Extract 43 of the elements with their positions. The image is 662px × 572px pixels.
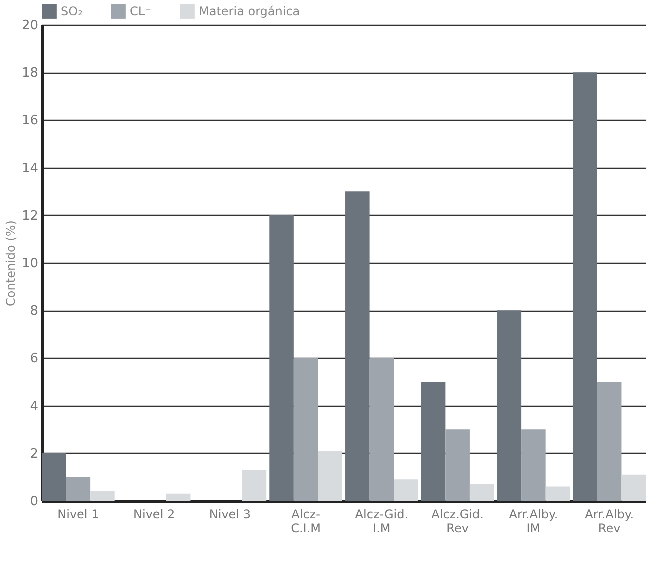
- x-tick-label: Alcz.Gid. Rev: [432, 508, 484, 536]
- x-tick-label: Nivel 3: [209, 508, 251, 522]
- bar: [346, 192, 370, 501]
- bar: [318, 451, 342, 501]
- y-tick-label: 4: [30, 399, 38, 414]
- bar: [66, 477, 91, 501]
- bar: [242, 470, 267, 501]
- bar: [270, 215, 294, 501]
- bar: [394, 480, 418, 501]
- y-tick-label: 14: [22, 161, 38, 176]
- x-tick-label: Alcz-Gid. I.M: [355, 508, 409, 536]
- bar: [470, 484, 494, 501]
- bar: [294, 358, 318, 501]
- x-tick-label: Arr.Alby. Rev: [585, 508, 634, 536]
- bar: [421, 382, 446, 501]
- bar: [597, 382, 622, 501]
- x-tick-label: Arr.Alby. IM: [509, 508, 558, 536]
- y-tick-label: 12: [22, 208, 38, 224]
- bar: [546, 486, 570, 501]
- bar: [166, 494, 191, 501]
- bar: [573, 72, 598, 501]
- y-tick-label: 2: [30, 446, 38, 462]
- y-axis-title: Contenido (%): [4, 220, 18, 306]
- legend-label: CL⁻: [130, 4, 152, 19]
- bar: [370, 358, 394, 501]
- y-tick-label: 10: [22, 256, 38, 272]
- y-tick-label: 20: [22, 18, 38, 34]
- bar: [522, 430, 546, 501]
- legend-label: Materia orgánica: [199, 4, 300, 19]
- y-tick-label: 6: [30, 352, 38, 367]
- y-tick-label: 18: [22, 66, 38, 82]
- x-tick-label: Alcz-C.I.M: [291, 508, 322, 536]
- bar: [622, 474, 646, 501]
- bar: [446, 430, 470, 501]
- y-tick-label: 0: [30, 494, 38, 510]
- legend-label: SO₂: [61, 4, 84, 19]
- x-tick-label: Nivel 2: [134, 508, 176, 522]
- y-tick-label: 16: [22, 114, 38, 129]
- bar: [42, 453, 66, 501]
- bar: [90, 491, 115, 501]
- y-tick-label: 8: [30, 304, 38, 320]
- x-tick-label: Nivel 1: [58, 508, 100, 522]
- bar: [497, 310, 522, 501]
